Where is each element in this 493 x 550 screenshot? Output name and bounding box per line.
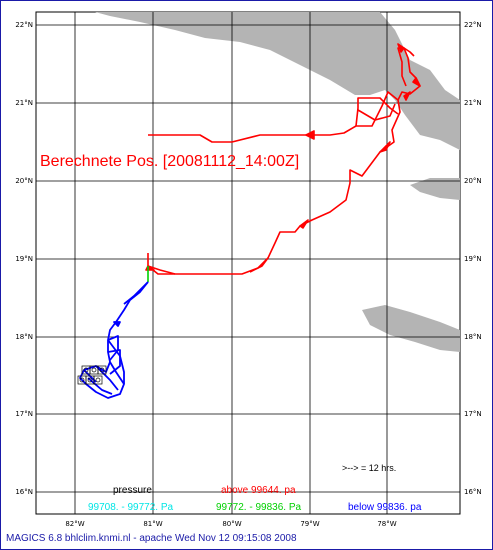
lat-label: 18°N <box>15 333 33 341</box>
lon-label: 79°W <box>300 520 319 528</box>
lat-label: 20°N <box>464 177 482 185</box>
map-title: Berechnete Pos. [20081112_14:00Z] <box>40 153 299 170</box>
lat-label: 22°N <box>15 21 33 29</box>
lat-label: 22°N <box>464 21 482 29</box>
cuba-landmass <box>95 12 460 150</box>
lat-label: 19°N <box>464 255 482 263</box>
lat-label: 19°N <box>15 255 33 263</box>
lat-labels-left: 22°N 21°N 20°N 19°N 18°N 17°N 16°N <box>15 21 33 496</box>
jamaica-landmass <box>362 305 460 352</box>
legend-heading: pressure <box>113 485 152 496</box>
legend-range1: 99708. - 99772. Pa <box>88 502 174 513</box>
lat-label: 16°N <box>464 488 482 496</box>
legend-above: above 99644. pa <box>221 485 296 496</box>
lon-labels: 82°W 81°W 80°W 79°W 78°W <box>65 520 396 528</box>
lat-label: 18°N <box>464 333 482 341</box>
lon-label: 82°W <box>65 520 84 528</box>
time-scale-note: >--> = 12 hrs. <box>342 463 396 473</box>
haiti-landmass <box>410 178 460 200</box>
land-masses <box>95 12 460 352</box>
grid-lines <box>36 12 460 514</box>
footer-credit: MAGICS 6.8 bhlclim.knmi.nl - apache Wed … <box>6 533 297 544</box>
lon-label: 80°W <box>222 520 241 528</box>
lat-label: 20°N <box>15 177 33 185</box>
start-markers <box>77 365 107 385</box>
legend-range2: 99772. - 99836. Pa <box>216 502 302 513</box>
lon-label: 81°W <box>143 520 162 528</box>
lat-label: 21°N <box>464 99 482 107</box>
lat-labels-right: 22°N 21°N 20°N 19°N 18°N 17°N 16°N <box>464 21 482 496</box>
legend-below: below 99836. pa <box>348 502 422 513</box>
track-above <box>145 43 421 275</box>
lat-label: 17°N <box>15 410 33 418</box>
lon-label: 78°W <box>377 520 396 528</box>
lat-label: 16°N <box>15 488 33 496</box>
lat-label: 21°N <box>15 99 33 107</box>
lat-label: 17°N <box>464 410 482 418</box>
